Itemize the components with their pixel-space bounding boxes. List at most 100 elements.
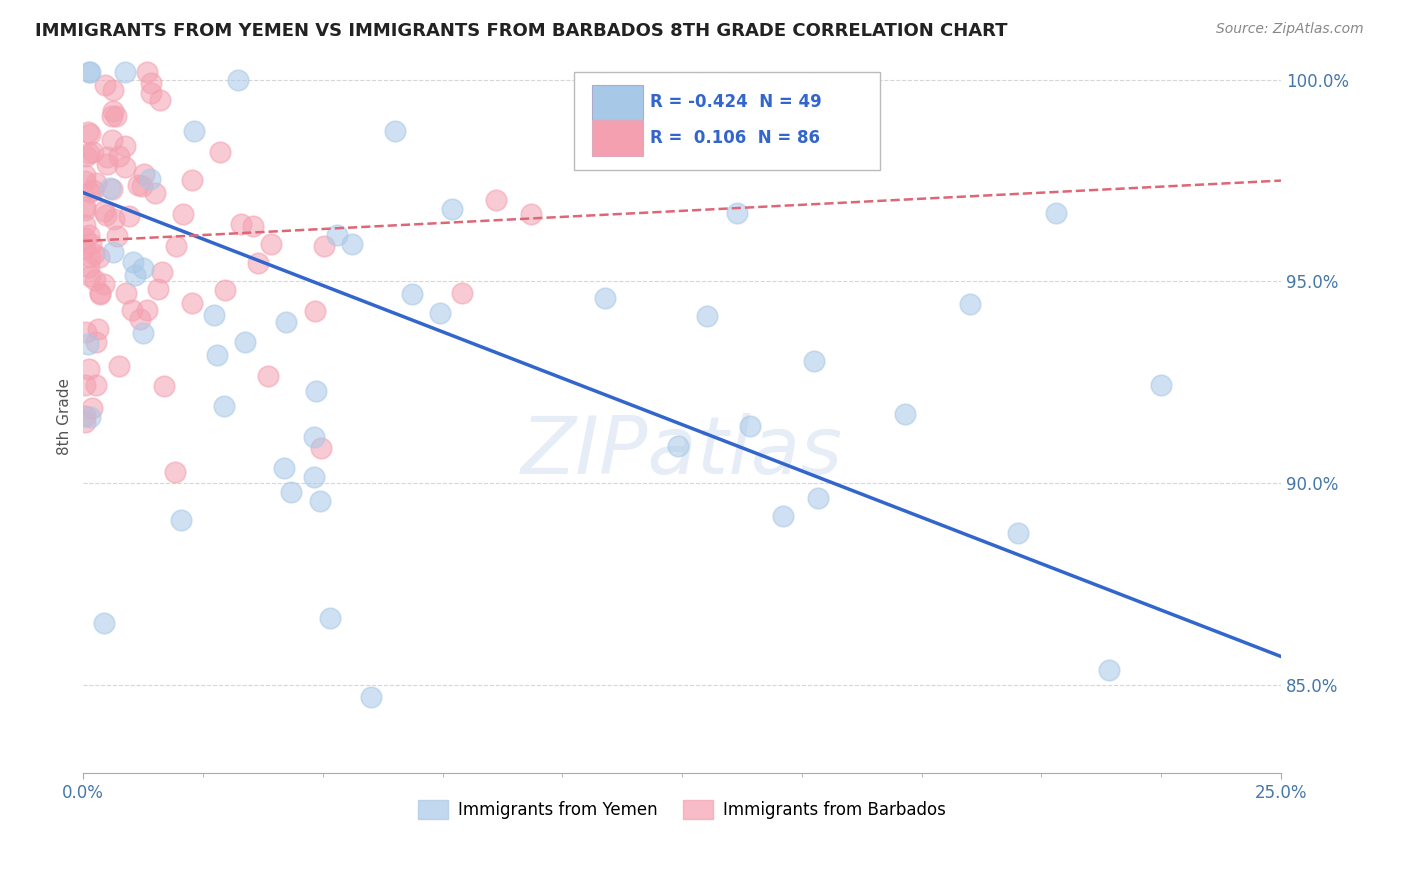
Point	[84, 335, 107, 350]
Point	[202, 308, 225, 322]
Point	[84, 377, 107, 392]
Point	[309, 441, 332, 455]
Point	[141, 76, 163, 90]
Text: Source: ZipAtlas.com: Source: ZipAtlas.com	[1216, 22, 1364, 37]
Point	[318, 610, 340, 624]
Point	[75, 241, 97, 255]
Point	[79, 186, 101, 200]
Point	[118, 209, 141, 223]
Point	[79, 250, 101, 264]
Point	[959, 297, 981, 311]
Point	[165, 239, 187, 253]
Text: R =  0.106  N = 86: R = 0.106 N = 86	[650, 129, 820, 147]
Point	[260, 236, 283, 251]
Point	[233, 334, 256, 349]
Point	[135, 302, 157, 317]
Point	[401, 286, 423, 301]
Point	[209, 145, 232, 159]
Point	[429, 306, 451, 320]
Point	[666, 439, 689, 453]
Point	[257, 369, 280, 384]
Point	[101, 244, 124, 259]
Point	[83, 247, 105, 261]
Point	[229, 218, 252, 232]
Point	[485, 193, 508, 207]
Point	[132, 260, 155, 275]
Point	[803, 354, 825, 368]
Point	[894, 407, 917, 421]
Point	[114, 161, 136, 175]
Point	[108, 149, 131, 163]
Point	[384, 123, 406, 137]
Point	[77, 125, 100, 139]
Y-axis label: 8th Grade: 8th Grade	[58, 378, 72, 455]
Point	[73, 409, 96, 423]
Point	[73, 415, 96, 429]
Point	[165, 466, 187, 480]
Point	[135, 64, 157, 78]
FancyBboxPatch shape	[574, 71, 880, 170]
Point	[105, 109, 128, 123]
Point	[124, 268, 146, 283]
FancyBboxPatch shape	[592, 120, 643, 156]
Point	[103, 212, 125, 227]
Point	[79, 410, 101, 425]
Point	[172, 207, 194, 221]
Point	[77, 227, 100, 242]
Point	[101, 83, 124, 97]
Point	[696, 309, 718, 323]
Point	[280, 484, 302, 499]
Point	[93, 615, 115, 630]
Point	[139, 172, 162, 186]
Point	[1045, 205, 1067, 219]
Point	[77, 362, 100, 376]
Point	[593, 291, 616, 305]
Point	[82, 183, 104, 197]
Point	[441, 202, 464, 216]
Legend: Immigrants from Yemen, Immigrants from Barbados: Immigrants from Yemen, Immigrants from B…	[412, 794, 952, 826]
Point	[79, 127, 101, 141]
Point	[101, 104, 124, 119]
Point	[302, 430, 325, 444]
Point	[75, 148, 97, 162]
Text: IMMIGRANTS FROM YEMEN VS IMMIGRANTS FROM BARBADOS 8TH GRADE CORRELATION CHART: IMMIGRANTS FROM YEMEN VS IMMIGRANTS FROM…	[35, 22, 1008, 40]
Point	[93, 78, 115, 92]
Point	[80, 401, 103, 416]
Point	[79, 268, 101, 283]
Point	[740, 418, 762, 433]
Point	[89, 286, 111, 301]
Point	[73, 200, 96, 214]
Point	[121, 302, 143, 317]
Point	[80, 237, 103, 252]
Point	[114, 138, 136, 153]
Point	[77, 337, 100, 351]
Text: R = -0.424  N = 49: R = -0.424 N = 49	[650, 94, 821, 112]
Point	[101, 133, 124, 147]
Point	[139, 86, 162, 100]
Point	[131, 178, 153, 193]
Point	[772, 509, 794, 524]
Point	[73, 218, 96, 232]
Point	[93, 203, 115, 218]
Point	[305, 384, 328, 398]
Point	[134, 167, 156, 181]
Text: ZIPatlas: ZIPatlas	[522, 413, 844, 491]
Point	[207, 348, 229, 362]
Point	[82, 145, 104, 160]
Point	[273, 461, 295, 475]
Point	[73, 377, 96, 392]
Point	[180, 295, 202, 310]
Point	[127, 178, 149, 193]
Point	[108, 359, 131, 373]
Point	[115, 286, 138, 301]
Point	[149, 93, 172, 107]
Point	[87, 250, 110, 264]
Point	[87, 322, 110, 336]
Point	[146, 282, 169, 296]
Point	[77, 64, 100, 78]
Point	[360, 690, 382, 704]
Point	[183, 124, 205, 138]
FancyBboxPatch shape	[592, 85, 643, 120]
Point	[84, 273, 107, 287]
Point	[1098, 663, 1121, 677]
